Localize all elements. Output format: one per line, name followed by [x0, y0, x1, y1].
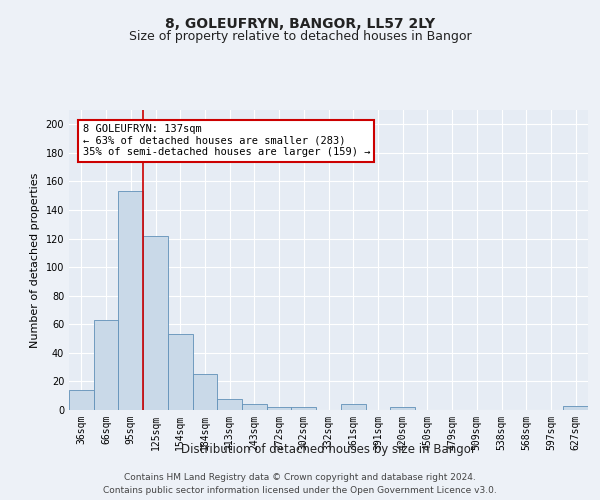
Bar	[292, 407, 316, 410]
Text: Size of property relative to detached houses in Bangor: Size of property relative to detached ho…	[128, 30, 472, 43]
Bar	[94, 320, 118, 410]
Bar	[168, 334, 193, 410]
Text: Contains HM Land Registry data © Crown copyright and database right 2024.
Contai: Contains HM Land Registry data © Crown c…	[103, 473, 497, 495]
Bar	[193, 374, 217, 410]
Text: 8 GOLEUFRYN: 137sqm
← 63% of detached houses are smaller (283)
35% of semi-detac: 8 GOLEUFRYN: 137sqm ← 63% of detached ho…	[83, 124, 370, 158]
Text: Distribution of detached houses by size in Bangor: Distribution of detached houses by size …	[181, 442, 476, 456]
Bar	[563, 406, 588, 410]
Bar	[118, 192, 143, 410]
Bar	[217, 398, 242, 410]
Bar	[69, 390, 94, 410]
Bar	[267, 407, 292, 410]
Bar	[341, 404, 365, 410]
Bar	[143, 236, 168, 410]
Text: 8, GOLEUFRYN, BANGOR, LL57 2LY: 8, GOLEUFRYN, BANGOR, LL57 2LY	[165, 18, 435, 32]
Bar	[390, 407, 415, 410]
Y-axis label: Number of detached properties: Number of detached properties	[30, 172, 40, 348]
Bar	[242, 404, 267, 410]
